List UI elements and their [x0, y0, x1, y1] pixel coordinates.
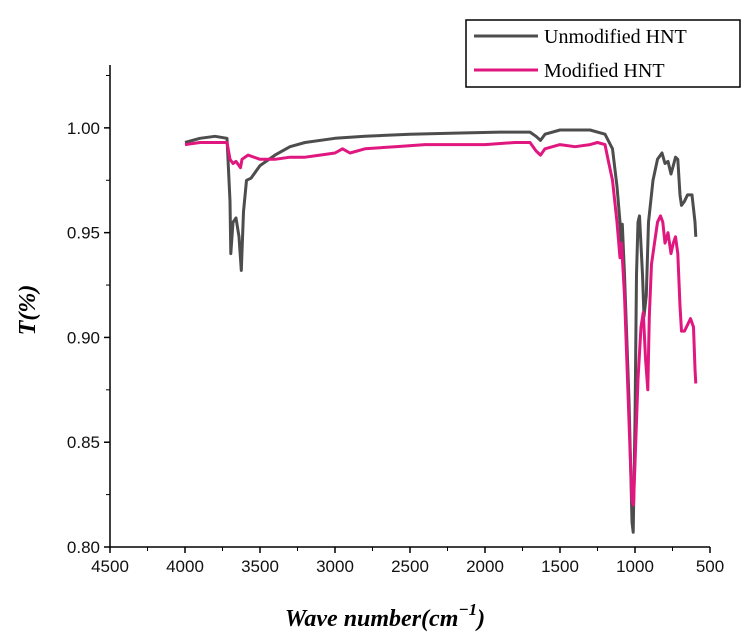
x-tick-label: 1500	[541, 557, 579, 576]
legend-label: Modified HNT	[544, 60, 665, 82]
x-tick-label: 3500	[241, 557, 279, 576]
x-axis-title-superscript: −1	[458, 600, 477, 619]
legend-box	[465, 19, 741, 88]
x-axis-title: Wave number(cm−1)	[285, 600, 485, 632]
x-tick-label: 4500	[91, 557, 129, 576]
x-tick-label: 4000	[166, 557, 204, 576]
x-tick-label: 500	[696, 557, 724, 576]
y-axis-title: T(%)	[15, 285, 41, 336]
legend: Unmodified HNT Modified HNT	[465, 19, 741, 88]
y-tick-label: 0.80	[67, 538, 100, 557]
y-tick-label: 0.90	[67, 328, 100, 347]
x-tick-label: 3000	[316, 557, 354, 576]
series-line-modified-hnt	[184, 141, 698, 507]
x-axis-title-end: )	[475, 606, 485, 632]
y-tick-label: 0.95	[67, 224, 100, 243]
y-tick-label: 0.85	[67, 433, 100, 452]
x-axis-title-main: Wave number(cm	[285, 606, 459, 632]
x-tick-label: 2000	[466, 557, 504, 576]
axes: 4500 4000 3500 3000 2500 2000 1500 1000 500 0.80 0…	[67, 65, 724, 576]
legend-label: Unmodified HNT	[544, 26, 687, 48]
x-tick-label: 1000	[616, 557, 654, 576]
y-tick-label: 1.00	[67, 119, 100, 138]
series-line-unmodified-hnt	[184, 128, 698, 534]
plot-lines	[184, 128, 698, 534]
x-tick-label: 2500	[391, 557, 429, 576]
